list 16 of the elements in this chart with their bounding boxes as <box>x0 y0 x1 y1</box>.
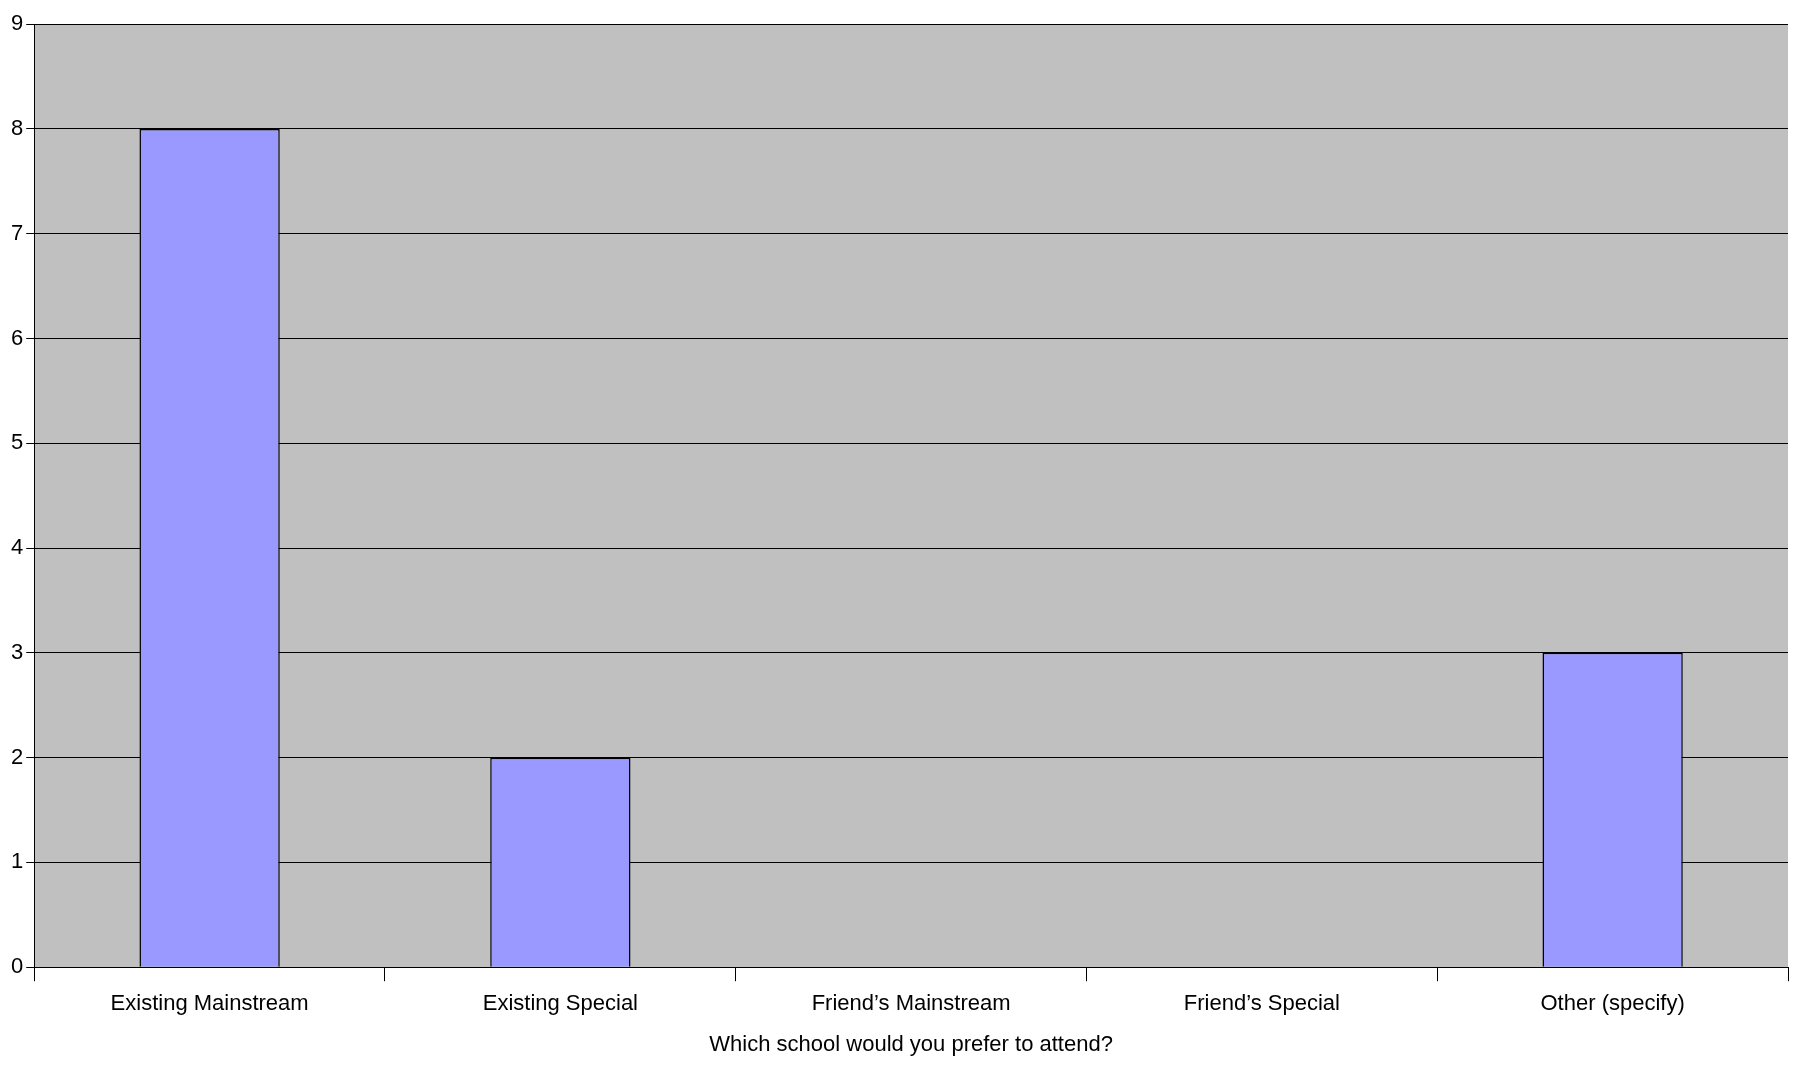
y-tick-label: 8 <box>10 115 24 141</box>
x-tick-label: Existing Special <box>482 990 639 1016</box>
y-tick-label: 7 <box>10 219 24 245</box>
x-axis-title: Which school would you prefer to attend? <box>709 1030 1113 1056</box>
y-tick-label: 3 <box>10 638 24 664</box>
x-tick-label: Friend’s Special <box>1183 990 1340 1016</box>
x-tick-label: Other (specify) <box>1540 990 1685 1016</box>
y-tick-label: 5 <box>10 429 24 455</box>
x-tick-label: Friend’s Mainstream <box>811 990 1011 1016</box>
y-tick-label: 4 <box>10 534 24 560</box>
y-tick-label: 2 <box>10 743 24 769</box>
y-tick-label: 1 <box>10 848 24 874</box>
y-tick-label: 0 <box>10 953 24 979</box>
y-tick-label: 6 <box>10 324 24 350</box>
y-tick-label: 9 <box>10 10 24 36</box>
x-tick-label: Existing Mainstream <box>110 990 309 1016</box>
